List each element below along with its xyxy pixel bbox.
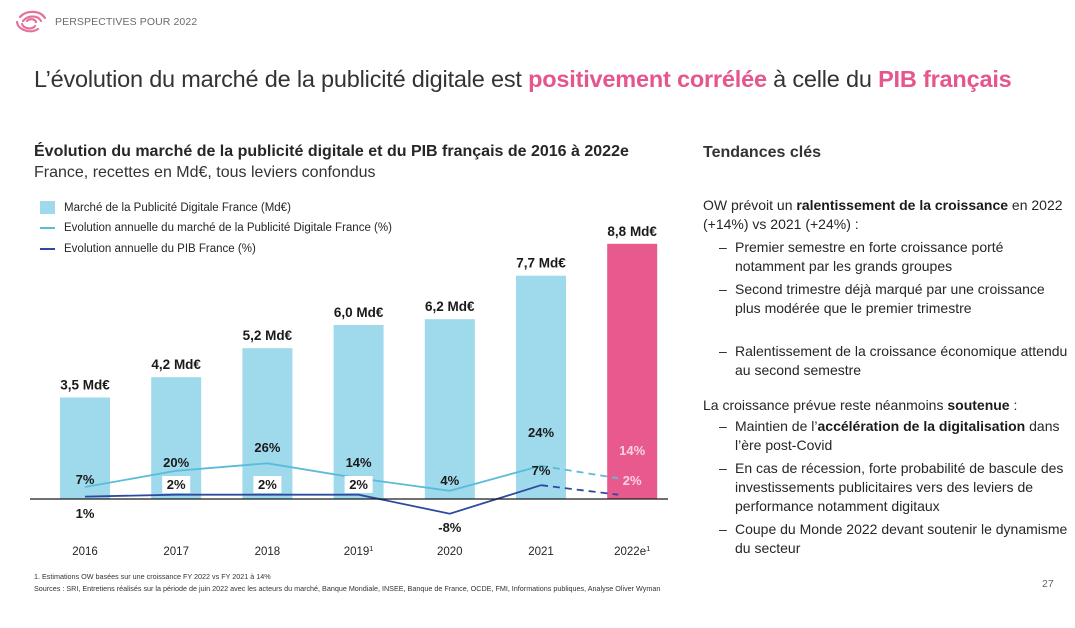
chart-subtitle: France, recettes en Md€, tous leviers co… xyxy=(34,164,376,181)
gdp-growth-line-solid xyxy=(84,484,542,515)
labels-layer: 3,5 Md€ 2016 4,2 Md€ 2017 5,2 Md€ 2018 6,0 Md€… xyxy=(60,224,657,558)
bullet-text-post: dans l’ère post-Covid xyxy=(735,418,1060,453)
bullet-text: Ralentissement de la croissance économiq… xyxy=(735,343,1068,378)
gdp-growth-label: 2% xyxy=(623,473,642,488)
x-tick-label: 2017 xyxy=(163,546,189,558)
bar-2019 xyxy=(333,325,384,499)
footnote-1: 1. Estimations OW basées sur une croissa… xyxy=(34,572,271,581)
gdp-label-box xyxy=(253,476,282,493)
chart: 3,5 Md€ 2016 4,2 Md€ 2017 5,2 Md€ 2018 6,0 Md€… xyxy=(30,224,668,558)
para1-bold: ralentissement de la croissance xyxy=(796,197,1009,213)
title-part2: à celle du xyxy=(766,66,879,92)
title-highlight-2: PIB français xyxy=(878,66,1012,92)
footnote-sources: Sources : SRI, Entretiens réalisés sur l… xyxy=(34,584,661,593)
gdp-label-box xyxy=(344,476,373,493)
x-tick-label: 20191 xyxy=(344,544,374,558)
dash-icon: – xyxy=(719,343,727,359)
trends-bullet: – Maintien de l’accélération de la digita… xyxy=(719,417,1069,455)
market-growth-label: 24% xyxy=(528,425,554,440)
bullet-text: En cas de récession, forte probabilité d… xyxy=(735,460,1064,514)
market-growth-label: 7% xyxy=(76,472,95,487)
para2-text: La croissance prévue reste néanmoins xyxy=(703,397,948,413)
legend-label-gdp-growth: Evolution annuelle du PIB France (%) xyxy=(64,243,256,255)
header-brand-text: PERSPECTIVES POUR 2022 xyxy=(55,16,198,28)
x-tick-label: 2022e1 xyxy=(614,544,650,558)
market-growth-label: 4% xyxy=(440,473,459,488)
x-tick-superscript: 1 xyxy=(646,544,650,553)
para2-text-end: : xyxy=(1009,397,1018,413)
bullet-text: Premier semestre en forte croissance por… xyxy=(735,239,1004,274)
market-growth-label: 14% xyxy=(346,455,372,470)
legend-swatch-market-growth xyxy=(40,227,55,229)
market-growth-label: 14% xyxy=(619,443,645,458)
bullet-text: Coupe du Monde 2022 devant soutenir le d… xyxy=(735,521,1068,556)
pink-wave-logo-icon xyxy=(15,10,47,33)
legend-swatch-gdp-growth xyxy=(40,248,55,250)
bullet-text-pre: Maintien de l’ xyxy=(735,418,818,434)
trends-bullet: – Second trimestre déjà marqué par une cr… xyxy=(719,280,1069,318)
trends-bullet: – En cas de récession, forte probabilité … xyxy=(719,459,1069,516)
trends-paragraph-1: OW prévoit un ralentissement de la crois… xyxy=(703,196,1068,234)
dash-icon: – xyxy=(719,460,727,476)
market-growth-line-dashed xyxy=(540,464,619,480)
bar-value-label: 8,8 Md€ xyxy=(607,224,657,239)
para2-bold: soutenue xyxy=(947,397,1010,413)
trends-paragraph-2: La croissance prévue reste néanmoins sou… xyxy=(703,396,1068,415)
para1-text-end: en 2022 (+14%) vs 2021 (+24%) : xyxy=(703,197,1063,232)
trends-bullet: – Ralentissement de la croissance économi… xyxy=(719,342,1069,380)
legend-item-gdp-growth: Evolution annuelle du PIB France (%) xyxy=(40,243,256,255)
gdp-growth-label: 2% xyxy=(349,477,368,492)
market-growth-label: 26% xyxy=(254,440,280,455)
dash-icon: – xyxy=(719,521,727,537)
para1-text: OW prévoit un xyxy=(703,197,797,213)
gdp-growth-label: 1% xyxy=(76,506,95,521)
legend-label-bars: Marché de la Publicité Digitale France (… xyxy=(64,201,291,214)
bar-value-label: 4,2 Md€ xyxy=(151,357,201,372)
bar-value-label: 3,5 Md€ xyxy=(60,378,110,393)
bar-2022e xyxy=(607,243,658,499)
bullet-text-bold: accélération de la digitalisation xyxy=(817,418,1026,434)
gdp-label-box xyxy=(162,476,191,493)
dash-icon: – xyxy=(719,418,727,434)
legend-item-bars: Marché de la Publicité Digitale France (… xyxy=(40,201,291,214)
bar-value-label: 5,2 Md€ xyxy=(243,328,293,343)
trends-bullet: – Premier semestre en forte croissance po… xyxy=(719,238,1069,276)
market-growth-line-solid xyxy=(84,462,542,492)
x-tick-label: 2020 xyxy=(437,546,463,558)
bar-2016 xyxy=(60,397,110,499)
bullet-text: Second trimestre déjà marqué par une cro… xyxy=(735,281,1045,316)
page-title: L’évolution du marché de la publicité di… xyxy=(34,66,1012,93)
legend-item-market-growth: Evolution annuelle du marché de la Publi… xyxy=(40,222,392,234)
bar-value-label: 6,0 Md€ xyxy=(334,305,384,320)
x-tick-superscript: 1 xyxy=(369,544,373,553)
bar-2021 xyxy=(516,275,566,499)
legend-swatch-bars xyxy=(40,201,55,214)
legend-label-market-growth: Evolution annuelle du marché de la Publi… xyxy=(64,222,392,234)
x-tick-label: 2016 xyxy=(72,546,98,558)
title-highlight-1: positivement corrélée xyxy=(528,66,767,92)
dash-icon: – xyxy=(719,281,727,297)
trends-bullet: – Coupe du Monde 2022 devant soutenir le … xyxy=(719,520,1069,558)
market-growth-label: 20% xyxy=(163,455,189,470)
x-tick-label: 2018 xyxy=(255,546,281,558)
bar-2020 xyxy=(424,319,475,499)
lines-layer xyxy=(84,462,619,515)
gdp-growth-label: 2% xyxy=(167,477,186,492)
title-part1: L’évolution du marché de la publicité di… xyxy=(34,66,529,92)
bar-value-label: 7,7 Md€ xyxy=(516,256,566,271)
gdp-growth-label: -8% xyxy=(438,520,462,535)
dash-icon: – xyxy=(719,239,727,255)
chart-title: Évolution du marché de la publicité digi… xyxy=(34,143,629,160)
gdp-growth-label: 7% xyxy=(532,463,551,478)
bar-value-label: 6,2 Md€ xyxy=(425,299,475,314)
bullet-text: Maintien de l’accélération de la digital… xyxy=(735,417,1069,455)
trends-title: Tendances clés xyxy=(703,144,821,161)
bars-layer xyxy=(60,243,658,499)
bar-2018 xyxy=(242,348,293,499)
gdp-growth-label: 2% xyxy=(258,477,277,492)
x-tick-label: 2021 xyxy=(528,546,554,558)
page-number: 27 xyxy=(1042,578,1054,590)
gdp-growth-line-dashed xyxy=(540,484,619,496)
